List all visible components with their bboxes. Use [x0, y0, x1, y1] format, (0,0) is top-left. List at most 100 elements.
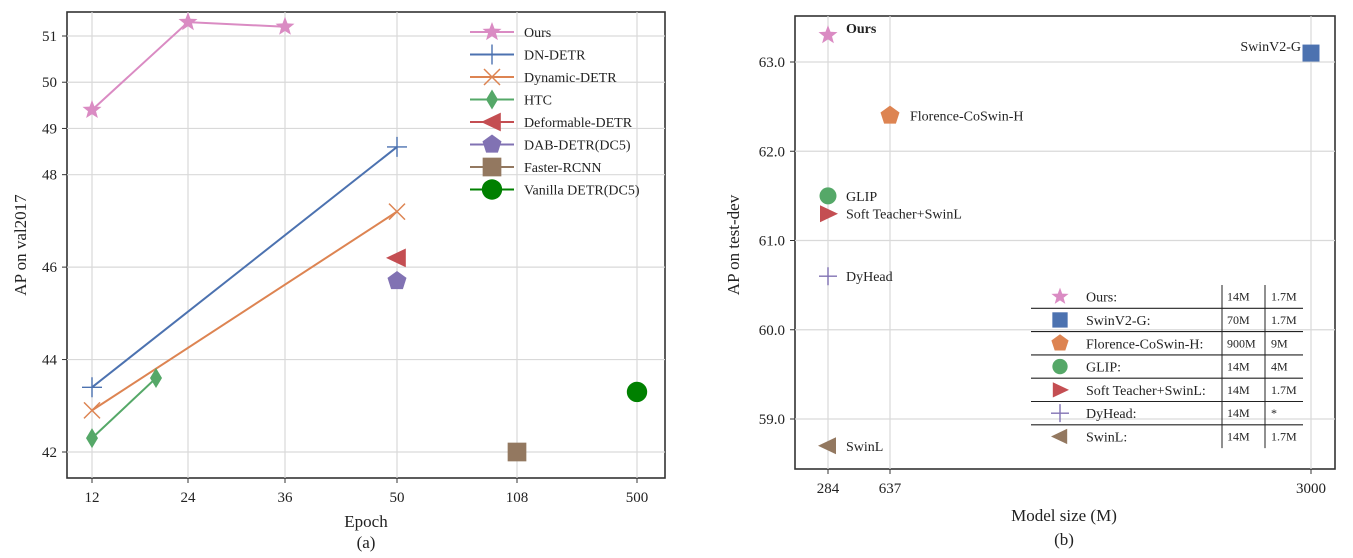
legend-label-ours: Ours [524, 26, 551, 41]
table-marker-soft-teacher-swinl [1052, 382, 1069, 398]
legend-marker-vanilla-detr-dc5 [481, 179, 503, 200]
panel-b-y-axis-label: AP on test-dev [724, 194, 743, 295]
legend-marker-dab-detr-dc5 [482, 134, 502, 153]
table-marker-dyhead [1051, 404, 1069, 423]
table-cell-data-florence-coswin-h: 9M [1271, 336, 1288, 350]
table-cell-params-swinv2-g: 70M [1227, 313, 1250, 327]
panel-b-y-tick-60.0: 60.0 [759, 323, 785, 339]
panel-b-x-ticks: 284 637 3000 [817, 469, 1326, 497]
panel-b-y-tick-63.0: 63.0 [759, 55, 785, 71]
table-cell-data-swinv2-g: 1.7M [1271, 313, 1297, 327]
panel-a-x-axis-label: Epoch [344, 512, 388, 531]
table-label-swinl: SwinL: [1086, 430, 1127, 445]
panel-a-y-tick-49: 49 [42, 121, 57, 137]
legend-label-dn-detr: DN-DETR [524, 49, 586, 64]
legend-marker-faster-rcnn [482, 157, 502, 177]
panel-b-x-tick-284: 284 [817, 481, 840, 497]
point-swinv2-g [1302, 44, 1320, 62]
panel-a-x-tick-24: 24 [181, 490, 197, 506]
panel-b-y-tick-62.0: 62.0 [759, 144, 785, 160]
table-marker-glip [1052, 358, 1068, 375]
point-dynamic-detr-0 [83, 401, 101, 419]
series-line-htc [91, 377, 157, 439]
legend-marker-htc [486, 89, 498, 110]
table-label-ours: Ours: [1086, 291, 1117, 306]
panel-a-x-tick-500: 500 [626, 490, 649, 506]
table-cell-params-glip: 14M [1227, 360, 1250, 374]
table-label-dyhead: DyHead: [1086, 407, 1137, 422]
panel-a-legend: Ours DN-DETR Dynamic-DETR HTC Deformable-DET… [470, 22, 640, 200]
table-cell-data-glip: 4M [1271, 360, 1288, 374]
point-ours-0 [82, 100, 102, 118]
panel-a-x-tick-50: 50 [390, 490, 405, 506]
point-deformable-detr-0 [386, 248, 406, 268]
point-glip [819, 187, 837, 205]
label-ours: Ours [846, 22, 877, 37]
table-marker-florence-coswin-h [1051, 334, 1069, 351]
point-ours-2 [275, 16, 295, 35]
panel-a-y-tick-51: 51 [42, 29, 57, 45]
legend-label-faster-rcnn: Faster-RCNN [524, 161, 602, 176]
legend-label-deformable-detr: Deformable-DETR [524, 116, 633, 131]
legend-label-dab-detr-dc5: DAB-DETR(DC5) [524, 139, 631, 154]
panel-a-y-ticks: 42 44 46 48 49 50 51 [42, 29, 67, 461]
panel-a-y-tick-44: 44 [42, 353, 58, 369]
table-cell-params-ours: 14M [1227, 290, 1250, 304]
panel-b-legend-table: Ours: 14M 1.7M SwinV2-G: 70M 1.7M Florence-CoS… [1031, 285, 1303, 449]
point-vanilla-detr-dc5-0 [626, 381, 648, 403]
point-faster-rcnn-0 [507, 442, 527, 462]
panel-a-y-tick-46: 46 [42, 260, 58, 276]
legend-marker-dynamic-detr [483, 68, 501, 86]
label-dyhead: DyHead [846, 270, 893, 285]
panel-b-markers: Ours SwinV2-G Florence-CoSwin-H GLIP Soft Te… [818, 22, 1320, 455]
table-label-glip: GLIP: [1086, 361, 1121, 376]
table-cell-data-dyhead: * [1271, 406, 1277, 420]
panel-a-sublabel: (a) [357, 533, 376, 552]
table-cell-params-soft-teacher-swinl: 14M [1227, 383, 1250, 397]
panel-b-x-tick-637: 637 [879, 481, 902, 497]
legend-label-htc: HTC [524, 94, 552, 109]
point-florence-coswin-h [880, 105, 900, 124]
point-dn-detr-0 [82, 377, 102, 398]
legend-marker-deformable-detr [481, 112, 501, 132]
label-swinv2-g: SwinV2-G [1240, 40, 1301, 55]
point-dab-detr-dc5-0 [387, 271, 407, 290]
panel-a-y-tick-48: 48 [42, 168, 57, 184]
panel-b-grid [795, 16, 1335, 469]
panel-b-y-tick-59.0: 59.0 [759, 412, 785, 428]
panel-a-chart: 12 24 36 50 108 500 42 44 46 48 49 50 51 Ours DN-DET… [11, 11, 666, 552]
label-florence-coswin-h: Florence-CoSwin-H [910, 110, 1024, 125]
panel-a-x-tick-36: 36 [278, 490, 294, 506]
label-glip: GLIP [846, 190, 877, 205]
table-marker-swinv2-g [1052, 312, 1068, 328]
panel-b-plot-area [794, 15, 1336, 470]
table-cell-data-ours: 1.7M [1271, 290, 1297, 304]
table-cell-params-swinl: 14M [1227, 429, 1250, 443]
point-dynamic-detr-1 [388, 203, 406, 221]
series-line-dn-detr [91, 146, 398, 389]
panel-b-chart: Ours SwinV2-G Florence-CoSwin-H GLIP Soft Te… [724, 15, 1336, 549]
point-dn-detr-1 [387, 136, 407, 157]
point-dyhead [819, 267, 837, 286]
table-label-soft-teacher-swinl: Soft Teacher+SwinL: [1086, 384, 1206, 399]
panel-a-y-tick-42: 42 [42, 445, 57, 461]
table-cell-data-swinl: 1.7M [1271, 429, 1297, 443]
legend-marker-dn-detr [482, 44, 502, 65]
panel-a-y-axis-label: AP on val2017 [11, 194, 30, 296]
panel-a-plot-area [66, 11, 666, 479]
table-cell-params-dyhead: 14M [1227, 406, 1250, 420]
panel-a-y-tick-50: 50 [42, 75, 57, 91]
panel-b-y-tick-61.0: 61.0 [759, 234, 785, 250]
point-soft-teacher-swinl [820, 205, 838, 223]
label-swinl: SwinL [846, 440, 883, 455]
panel-b-x-axis-label: Model size (M) [1011, 506, 1117, 525]
panel-a-x-ticks: 12 24 36 50 108 500 [85, 478, 649, 506]
panel-b-sublabel: (b) [1054, 530, 1074, 549]
panel-a-x-tick-108: 108 [506, 490, 529, 506]
table-marker-ours [1051, 287, 1069, 304]
panel-a-x-tick-12: 12 [85, 490, 100, 506]
table-cell-params-florence-coswin-h: 900M [1227, 336, 1256, 350]
table-cell-data-soft-teacher-swinl: 1.7M [1271, 383, 1297, 397]
table-label-swinv2-g: SwinV2-G: [1086, 314, 1151, 329]
